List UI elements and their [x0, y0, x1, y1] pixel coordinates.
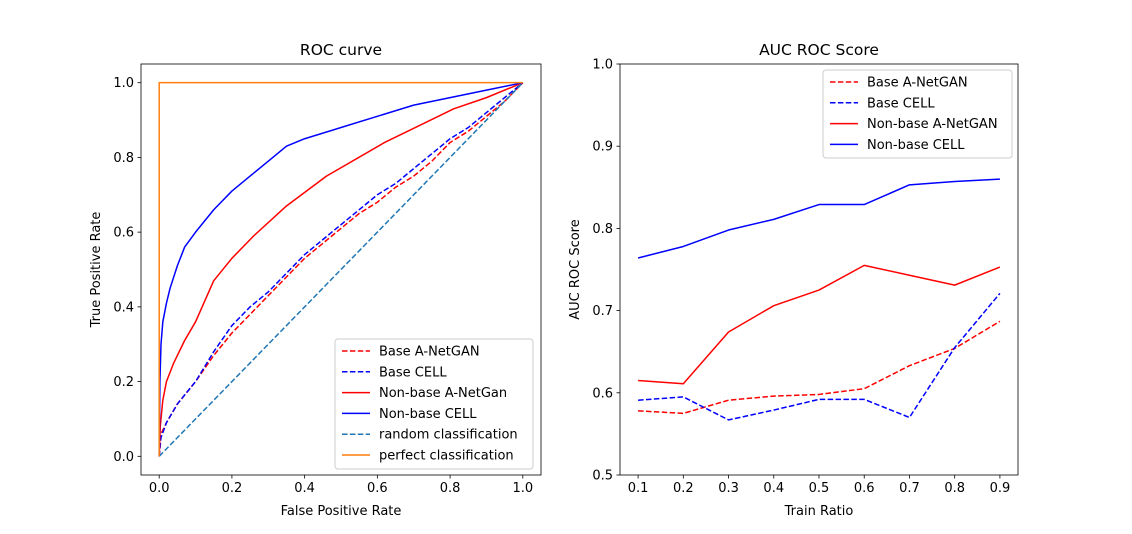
series-line-non-base-a-netgan	[158, 81, 524, 457]
y-axis-label: AUC ROC Score	[568, 219, 583, 320]
y-tick-label: 0.4	[113, 300, 134, 315]
y-tick-label: 0.2	[113, 375, 134, 390]
legend-label: Base CELL	[867, 96, 935, 111]
y-tick-label: 0.7	[592, 304, 613, 319]
x-tick-label: 0.1	[628, 481, 649, 496]
legend-label: Base A-NetGAN	[867, 76, 968, 91]
x-tick-label: 0.5	[809, 481, 830, 496]
series-line-non-base-a-netgan	[638, 264, 1001, 385]
x-axis-label: False Positive Rate	[281, 504, 402, 519]
y-tick-label: 0.8	[592, 222, 613, 237]
chart-title: AUC ROC Score	[759, 41, 879, 59]
roc-curve-chart: 0.0 0.2 0.4 0.6 0.8 1.0 0.0 0.2 0.4 0.6 0.8 1.0 ROC …	[89, 41, 542, 519]
series-group	[158, 81, 524, 457]
legend-label: Non-base A-NetGAN	[867, 117, 998, 132]
series-line-base-a-netgan	[638, 320, 1001, 415]
x-tick-label: 0.4	[763, 481, 784, 496]
y-tick-label: 0.0	[113, 450, 134, 465]
legend-label: Base A-NetGAN	[379, 345, 480, 360]
legend: Base A-NetGAN Base CELL Non-base A-NetGAN N…	[822, 69, 1013, 159]
series-line-base-cell	[158, 82, 524, 457]
x-tick-label: 0.8	[944, 481, 965, 496]
legend: Base A-NetGAN Base CELL Non-base A-NetGan N…	[334, 338, 534, 470]
x-tick-label: 0.6	[854, 481, 875, 496]
legend-label: Non-base CELL	[867, 138, 965, 153]
legend-label: random classification	[379, 428, 518, 443]
x-tick-label: 0.0	[149, 481, 170, 496]
x-tick-label: 0.3	[718, 481, 739, 496]
legend-label: perfect classification	[379, 449, 514, 464]
legend-label: Non-base CELL	[379, 407, 477, 422]
y-tick-label: 0.6	[592, 386, 613, 401]
series-line-perfect-classification	[158, 81, 523, 457]
chart-title: ROC curve	[300, 41, 382, 59]
x-tick-label: 1.0	[512, 481, 533, 496]
x-tick-label: 0.8	[440, 481, 461, 496]
x-tick-label: 0.7	[899, 481, 920, 496]
legend-box	[334, 338, 534, 470]
x-tick-label: 0.9	[990, 481, 1011, 496]
legend-box	[822, 69, 1013, 159]
x-tick-label: 0.2	[222, 481, 243, 496]
x-tick-label: 0.4	[294, 481, 315, 496]
x-tick-label: 0.6	[367, 481, 388, 496]
auc-roc-score-chart: 0.1 0.2 0.3 0.4 0.5 0.6 0.7 0.8 0.9 0.5 0.6 0.7 0.8 0…	[568, 41, 1019, 519]
legend-label: Non-base A-NetGan	[379, 386, 507, 401]
y-tick-label: 0.9	[592, 140, 613, 155]
series-line-non-base-cell	[158, 81, 523, 457]
legend-label: Base CELL	[379, 365, 447, 380]
x-axis-label: Train Ratio	[784, 504, 854, 519]
y-tick-label: 1.0	[592, 58, 613, 73]
y-tick-label: 0.8	[113, 151, 134, 166]
x-tick-label: 0.2	[673, 481, 694, 496]
y-tick-label: 0.5	[592, 469, 613, 484]
y-tick-label: 1.0	[113, 76, 134, 91]
series-group	[637, 178, 1001, 421]
axes-frame	[140, 63, 542, 476]
series-line-non-base-cell	[637, 178, 1000, 259]
y-axis-label: True Positive Rate	[89, 212, 104, 329]
y-tick-label: 0.6	[113, 226, 134, 241]
